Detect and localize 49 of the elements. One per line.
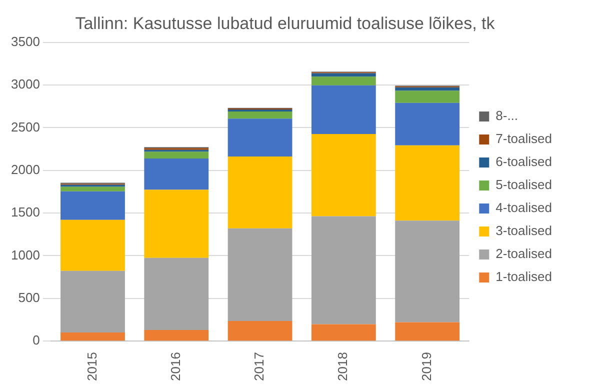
chart-title: Tallinn: Kasutusse lubatud eluruumid toalisuse lõikes, tk — [75, 14, 496, 33]
bar — [311, 134, 376, 216]
legend-label: 1-toalised — [496, 269, 552, 284]
bar — [144, 330, 209, 341]
bar — [60, 332, 125, 341]
bar — [228, 112, 292, 119]
bar — [144, 258, 209, 330]
y-tick-label: 0 — [32, 332, 40, 348]
bar — [311, 73, 376, 77]
bar — [395, 220, 460, 322]
legend-label: 7-toalised — [496, 131, 552, 146]
bar — [144, 158, 209, 190]
bar — [311, 85, 376, 134]
bar — [311, 76, 376, 86]
bar — [60, 186, 125, 192]
bar — [144, 190, 209, 258]
y-tick-label: 1000 — [11, 247, 40, 262]
y-tick-label: 3000 — [11, 76, 40, 92]
x-tick-label: 2015 — [84, 352, 100, 381]
y-tick-label: 2000 — [11, 162, 40, 177]
y-tick-label: 1500 — [11, 204, 40, 220]
x-tick-label: 2019 — [418, 352, 434, 381]
bar — [60, 220, 125, 271]
y-tick-label: 2500 — [11, 119, 40, 134]
y-tick-label: 3500 — [11, 34, 40, 49]
bar — [395, 322, 460, 341]
bar — [60, 270, 125, 333]
y-tick-label: 500 — [18, 290, 40, 305]
bar — [395, 90, 460, 103]
x-tick-label: 2017 — [252, 352, 267, 381]
bar — [311, 216, 376, 324]
legend-label: 8-... — [496, 108, 518, 124]
bar — [228, 156, 292, 228]
bar — [60, 191, 125, 220]
bar — [228, 228, 292, 321]
legend-label: 5-toalised — [496, 177, 552, 192]
bar — [311, 324, 376, 341]
bar — [395, 145, 460, 221]
bar — [395, 87, 460, 91]
legend-label: 3-toalised — [496, 223, 552, 238]
legend-label: 6-toalised — [496, 154, 552, 170]
x-tick-label: 2016 — [168, 352, 183, 381]
x-tick-label: 2018 — [335, 352, 350, 381]
legend-label: 4-toalised — [496, 200, 552, 216]
bar — [228, 320, 292, 341]
legend-label: 2-toalised — [496, 246, 552, 262]
bar — [144, 152, 209, 159]
bar — [395, 102, 460, 146]
bar — [228, 118, 292, 156]
